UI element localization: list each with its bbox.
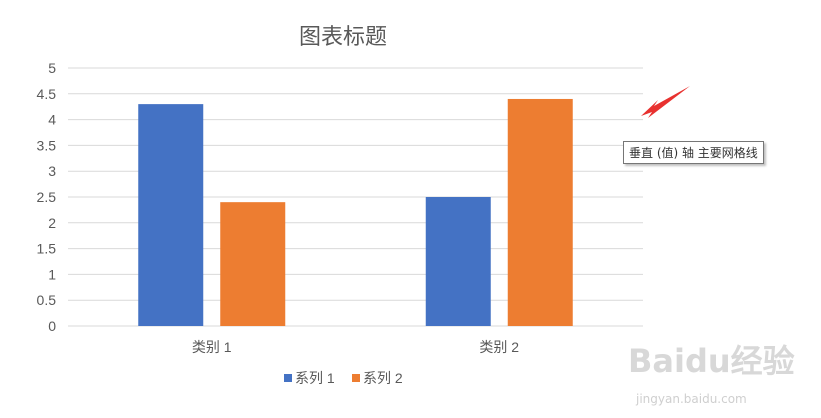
x-tick-label: 类别 2: [479, 339, 519, 355]
legend-swatch: [284, 374, 292, 382]
bar[interactable]: [507, 98, 573, 327]
y-tick-label: 0: [48, 318, 56, 334]
legend-label[interactable]: 系列 2: [363, 370, 403, 386]
y-tick-label: 1: [48, 266, 56, 282]
chart-title[interactable]: 图表标题: [299, 25, 387, 50]
y-tick-label: 2: [48, 215, 56, 231]
y-tick-label: 5: [48, 60, 56, 76]
y-tick-label: 0.5: [37, 292, 57, 308]
legend-label[interactable]: 系列 1: [295, 370, 335, 386]
legend-swatch: [352, 374, 360, 382]
x-tick-label: 类别 1: [192, 339, 232, 355]
y-tick-label: 1.5: [37, 241, 57, 257]
y-tick-label: 3.5: [37, 137, 57, 153]
bar[interactable]: [425, 197, 491, 326]
tooltip: 垂直 (值) 轴 主要网格线: [623, 141, 764, 164]
red-arrow-annotation: [641, 86, 690, 118]
y-tick-label: 2.5: [37, 189, 57, 205]
watermark-logo: Baidu经验: [628, 342, 795, 380]
y-tick-label: 3: [48, 163, 56, 179]
y-tick-label: 4.5: [37, 86, 57, 102]
watermark-url: jingyan.baidu.com: [636, 392, 747, 406]
bar[interactable]: [220, 202, 286, 326]
y-tick-label: 4: [48, 112, 56, 128]
bar[interactable]: [138, 104, 204, 327]
